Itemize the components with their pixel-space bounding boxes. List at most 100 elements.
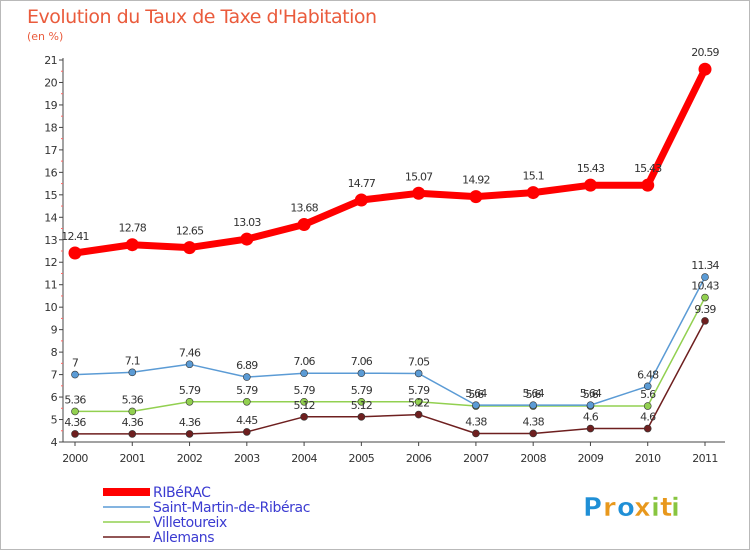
data-label: 5.36 <box>64 393 86 406</box>
data-label: 5.64 <box>523 387 545 400</box>
data-point <box>128 368 137 377</box>
data-label: 5.22 <box>408 397 429 410</box>
data-label: 15.43 <box>634 162 662 175</box>
y-tick-label: 8 <box>51 346 58 359</box>
data-label: 13.03 <box>233 216 261 229</box>
logo-letter: r <box>603 493 616 523</box>
legend-label: Villetoureix <box>153 515 227 531</box>
data-label: 5.36 <box>122 393 144 406</box>
logo-letter: x <box>634 493 651 523</box>
logo-letter: t <box>660 493 672 523</box>
data-point <box>701 273 709 281</box>
data-label: 6.89 <box>236 359 258 372</box>
series-line <box>74 320 706 435</box>
data-point <box>243 373 251 381</box>
data-point <box>185 430 194 438</box>
data-point <box>243 428 251 436</box>
data-point <box>128 407 137 416</box>
data-label: 4.6 <box>640 411 656 424</box>
data-label: 12.41 <box>61 230 89 243</box>
data-point <box>414 369 423 378</box>
y-tick-label: 16 <box>44 166 57 179</box>
data-point <box>183 241 197 255</box>
data-label: 4.45 <box>236 414 258 427</box>
data-label: 5.79 <box>293 384 315 397</box>
logo-letter: P <box>583 493 602 523</box>
data-point <box>414 397 423 406</box>
data-point <box>641 178 655 192</box>
data-label: 7 <box>72 357 79 370</box>
y-tick-label: 12 <box>44 256 57 269</box>
data-label: 15.07 <box>405 170 433 183</box>
data-label: 5.6 <box>468 388 484 401</box>
data-label: 5.79 <box>408 384 430 397</box>
y-tick-label: 17 <box>44 144 57 157</box>
x-tick-label: 2006 <box>406 452 432 465</box>
x-tick-label: 2001 <box>119 452 145 465</box>
data-label: 15.1 <box>523 170 544 183</box>
data-point <box>472 429 480 438</box>
data-point <box>701 293 709 302</box>
series-line <box>74 276 706 406</box>
data-label: 5.79 <box>351 384 373 397</box>
data-label: 5.6 <box>640 388 656 401</box>
data-point <box>185 397 194 406</box>
x-tick-label: 2010 <box>635 452 661 465</box>
data-label: 14.92 <box>462 174 490 187</box>
data-label: 7.06 <box>351 355 373 368</box>
data-label: 10.43 <box>691 280 719 293</box>
legend-label: Allemans <box>153 530 214 546</box>
data-label: 12.65 <box>176 225 204 238</box>
data-label: 12.78 <box>119 222 147 235</box>
legend-label: Saint-Martin-de-Ribérac <box>153 500 310 516</box>
logo-letter: o <box>617 493 635 523</box>
data-label: 5.79 <box>179 384 201 397</box>
data-point <box>354 193 368 207</box>
data-point <box>526 186 540 200</box>
x-tick-label: 2011 <box>692 452 718 465</box>
y-tick-label: 10 <box>44 301 57 314</box>
chart-unit-label: (en %) <box>27 30 64 43</box>
data-point <box>125 238 139 252</box>
data-label: 14.77 <box>348 177 376 190</box>
data-point <box>643 402 652 410</box>
y-tick-label: 7 <box>51 369 58 382</box>
legend: RIBéRACSaint-Martin-de-RibéracVilletoure… <box>103 485 310 546</box>
data-point <box>297 217 311 231</box>
x-tick-label: 2008 <box>520 452 546 465</box>
y-tick-label: 11 <box>44 279 57 292</box>
logo-letter: i <box>651 493 660 523</box>
data-point <box>300 397 308 406</box>
series-line <box>74 296 706 413</box>
data-label: 9.39 <box>694 303 716 316</box>
data-point <box>643 382 652 391</box>
data-label: 4.36 <box>122 416 144 429</box>
data-point <box>643 424 652 433</box>
data-point <box>300 413 308 421</box>
x-tick-label: 2005 <box>349 452 375 465</box>
x-tick-label: 2002 <box>177 452 203 465</box>
x-tick-label: 2003 <box>234 452 260 465</box>
data-label: 15.43 <box>577 162 605 175</box>
data-label: 5.6 <box>583 388 599 401</box>
data-labels: 12.41 12.78 12.65 13.03 13.68 14.77 15.07 14.92… <box>61 46 720 429</box>
data-point <box>529 401 537 409</box>
x-tick-label: 2009 <box>578 452 604 465</box>
data-point <box>185 360 194 369</box>
y-tick-label: 21 <box>44 54 57 67</box>
y-tick-label: 14 <box>44 211 57 224</box>
data-label: 4.38 <box>523 415 545 428</box>
legend-label: RIBéRAC <box>153 485 211 501</box>
data-label: 13.68 <box>290 201 318 214</box>
data-point <box>240 232 254 246</box>
data-point <box>68 246 82 260</box>
data-point <box>698 62 712 76</box>
data-label: 7.06 <box>293 355 315 368</box>
y-tick-label: 20 <box>44 76 57 89</box>
data-label: 5.64 <box>580 387 602 400</box>
y-tick-label: 4 <box>51 436 58 449</box>
data-label: 5.12 <box>293 399 314 412</box>
